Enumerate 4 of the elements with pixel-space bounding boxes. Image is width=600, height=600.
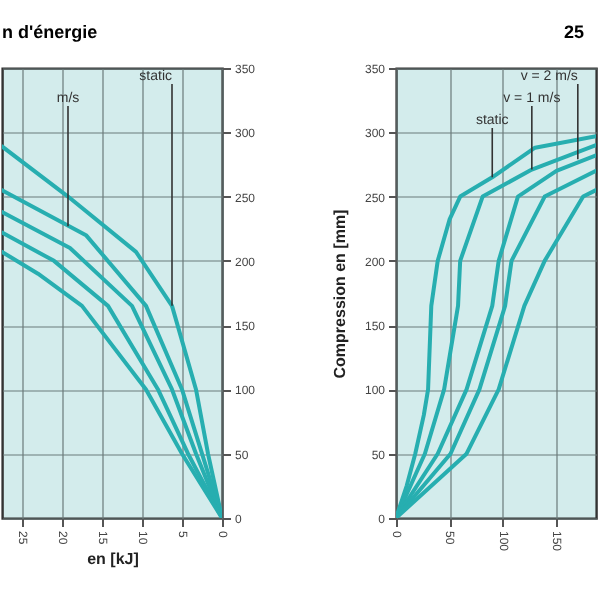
y-axis-title: Compression en [mm] [330, 208, 349, 379]
x-axis-title: en [kJ] [87, 550, 140, 569]
chart-title: 25 [563, 22, 584, 42]
chart-title: n d'énergie [2, 22, 98, 42]
